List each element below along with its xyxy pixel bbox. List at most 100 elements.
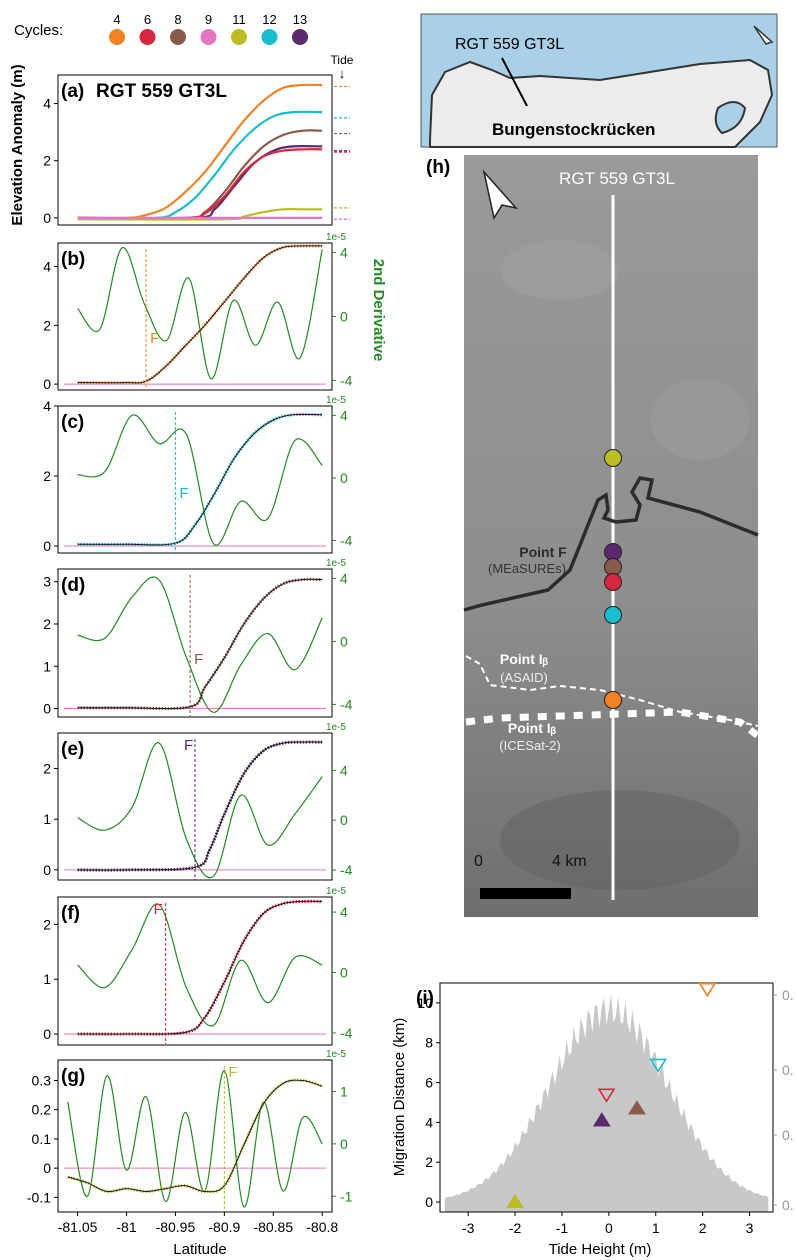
x-tick-label: -1 [556, 1220, 569, 1236]
map-marker-cycle-11 [604, 449, 622, 467]
y2-tick-label: 0 [340, 470, 348, 486]
panel-a: 0 2 4 (a) RGT 559 GT3L Tide↓ [43, 53, 354, 226]
y2-tick-label: -4 [340, 1025, 353, 1041]
elevation-points-cycle-11 [67, 1078, 323, 1194]
cycles-legend: Cycles: 4 6 8 9 11 12 13 [14, 12, 308, 45]
x-tick-label: -80.8 [306, 1219, 338, 1235]
scalebar-start-label: 0 [474, 853, 483, 870]
elevation-fit-line [77, 578, 323, 710]
y-tick-label: -0.1 [27, 1189, 51, 1205]
point-f-source: (MEaSUREs) [488, 561, 566, 576]
scale-note: 1e-5 [326, 886, 346, 897]
panel-label-h: (h) [426, 157, 450, 178]
y2-tick-label: 0. [782, 1197, 794, 1213]
y2-tick-label: 0 [340, 309, 348, 325]
map-marker-cycle-4 [604, 691, 622, 709]
series-line-cycle-12 [77, 110, 323, 220]
second-derivative-line [77, 247, 323, 380]
y-tick-label: 0 [425, 1194, 433, 1210]
series-line-cycle-8 [77, 129, 323, 220]
scalebar [480, 888, 571, 899]
legend-cycle-label: 12 [262, 12, 276, 27]
inset-land [429, 58, 774, 148]
y2-tick-label: 4 [340, 904, 348, 920]
point-ib-icesat2-label: Point Iᵦ [508, 720, 557, 736]
y2-tick-label: -4 [340, 532, 353, 548]
panel-e: 0 1 2 (e) -4 0 4 1e-5 F [43, 722, 353, 881]
y-tick-label: 2 [43, 916, 51, 932]
point-f-label: F [154, 901, 163, 918]
scale-note: 1e-5 [326, 232, 346, 243]
y-axis-label-i: Migration Distance (km) [391, 1018, 408, 1176]
panel-f: 0 1 2 (f) -4 0 4 1e-5 F [43, 886, 353, 1046]
legend-cycle-label: 6 [144, 12, 151, 27]
y-tick-label: 0 [43, 210, 51, 226]
axes-frame [57, 405, 333, 554]
map-texture [500, 240, 620, 300]
scalebar-end-label: 4 km [552, 853, 587, 870]
x-tick-label: -81 [116, 1219, 136, 1235]
y2-tick-label: 0 [340, 812, 348, 828]
y-tick-label: 2 [43, 317, 51, 333]
y2-tick-label: 4 [340, 407, 348, 423]
panel-label: (a) [61, 81, 84, 102]
second-derivative-line [77, 414, 323, 546]
panel-label: (c) [61, 412, 84, 433]
y-tick-label: 0 [43, 376, 51, 392]
elevation-points-cycle-4 [77, 244, 323, 385]
elevation-fit-line [77, 245, 323, 384]
map-marker-cycle-12 [604, 606, 622, 624]
y2-tick-label: 4 [340, 762, 348, 778]
y2-tick-label: 4 [340, 570, 348, 586]
y-tick-label: 4 [425, 1114, 433, 1130]
y-tick-label: 0.1 [32, 1131, 52, 1147]
elevation-points-cycle-8 [77, 577, 323, 711]
tide-arrow-icon: ↓ [339, 66, 346, 81]
x-tick-label: 2 [699, 1220, 707, 1236]
panel-label: (d) [61, 575, 85, 596]
elevation-fit-line [77, 900, 323, 1035]
point-f-label: F [179, 485, 188, 502]
point-ib-icesat2-source: (ICESat-2) [499, 738, 560, 753]
left-y-axis-label: Elevation Anomaly (m) [9, 64, 26, 225]
x-tick-label: -80.95 [156, 1219, 196, 1235]
y2-tick-label: -1 [340, 1188, 353, 1204]
x-tick-label: -80.85 [253, 1219, 293, 1235]
y2-tick-label: 0 [340, 633, 348, 649]
tide-histogram [444, 994, 769, 1212]
point-f-label: Point F [519, 544, 567, 560]
y-tick-label: 2 [43, 616, 51, 632]
y-tick-label: 8 [425, 1035, 433, 1051]
series-line-cycle-4 [77, 83, 323, 220]
right-y-axis-label: 2nd Derivative [370, 259, 387, 362]
map-panel-h: (h) RGT 559 GT3L Point F (MEaSUREs) Poin… [426, 155, 761, 917]
legend-cycle-dot [200, 29, 217, 45]
x-axis-label-i: Tide Height (m) [549, 1241, 652, 1258]
point-f-label: F [150, 330, 159, 347]
y-tick-label: 0 [43, 1026, 51, 1042]
scale-note: 1e-5 [326, 1049, 346, 1060]
y-tick-label: 1 [43, 811, 51, 827]
elevation-fit-line [77, 413, 323, 546]
inset-region-label: Bungenstockrücken [492, 120, 655, 139]
axes-frame [57, 74, 333, 226]
y-tick-label: 10 [417, 995, 433, 1011]
map-marker-cycle-13 [604, 543, 622, 561]
y-tick-label: 0 [43, 1160, 51, 1176]
y2-tick-label: -4 [340, 696, 353, 712]
tide-label: Tide [331, 53, 354, 67]
legend-cycle-dot [139, 29, 156, 45]
map-texture [650, 380, 750, 460]
panel-b: 0 2 4 (b) -4 0 4 1e-5 F 2nd Derivative [43, 232, 387, 392]
series-line-cycle-6 [77, 148, 323, 220]
inset-lake [714, 101, 747, 135]
x-axis-label: Latitude [173, 1241, 226, 1258]
elevation-points-cycle-6 [77, 899, 323, 1036]
elevation-points-cycle-13 [77, 740, 323, 872]
grounding-line-measures [463, 476, 759, 612]
second-derivative-line [67, 1069, 323, 1208]
marker-cycle-6 [597, 1088, 616, 1103]
legend-cycle-dot [292, 29, 308, 45]
